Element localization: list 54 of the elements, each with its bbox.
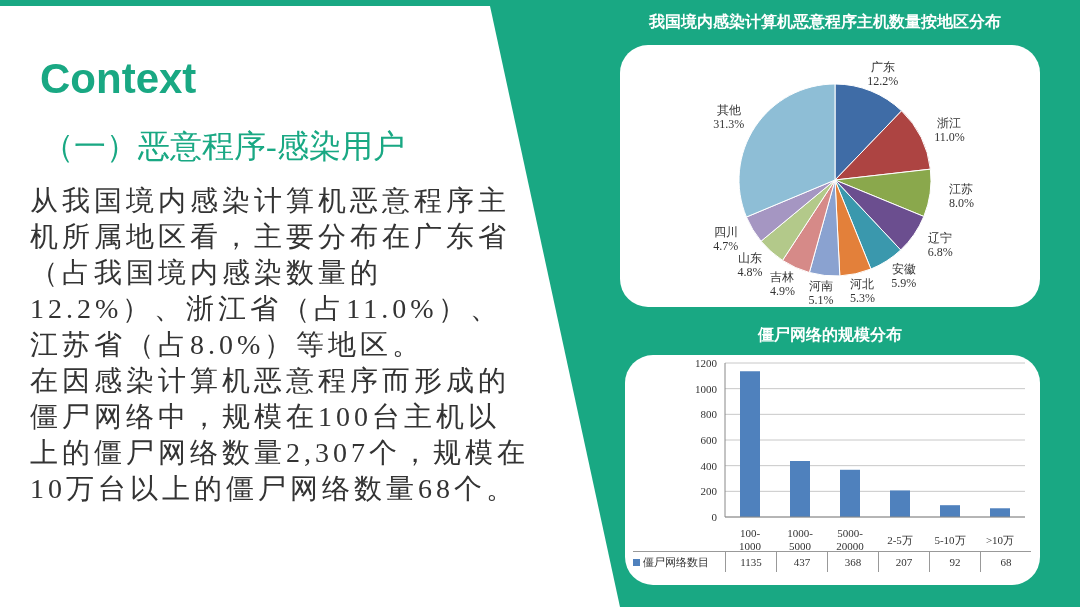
slice-label: 安徽 [891,262,916,277]
bar [940,505,960,517]
slice-label: 其他 [716,102,741,117]
chart-title: 我国境内感染计算机恶意程序主机数量按地区分布 [648,12,1002,32]
slice-label: 浙江 [937,115,962,130]
y-tick-label: 0 [711,510,718,523]
x-tick-label: >10万 [985,534,1015,546]
y-tick-label: 400 [700,459,718,472]
bar [890,490,910,517]
data-label: 11.0% [934,129,965,144]
x-tick-label: 100-1000 [739,527,762,552]
y-tick-label: 1200 [695,356,718,369]
data-label: 68 [980,551,1031,572]
y-tick-label: 200 [700,485,718,498]
x-tick-label: 5-10万 [934,534,966,546]
slice-label: 河北 [850,277,875,292]
data-label: 4.7% [713,238,739,253]
data-label: 12.2% [867,74,899,89]
text: （一）恶意程序-感染用户 [42,127,406,166]
data-label: 368 [827,551,878,572]
text: 从我国境内感染计算机恶意程序主机所属地区看，主要分布在广东省（占我国境内感染数量的12.2%）、浙江省（占11.0%）、江苏省（占8.0%）等地区。 [30,184,511,362]
data-label: 6.8% [927,244,953,259]
slice-label: 江苏 [949,181,974,196]
data-label: 8.0% [948,195,974,210]
y-tick-label: 800 [700,408,718,421]
data-label: 4.9% [769,283,795,298]
data-label: 31.3% [713,116,745,131]
text: 在因感染计算机恶意程序而形成的僵尸网络中，规模在100台主机以上的僵尸网络数量2,307个，规模在10万台以上的僵尸网络数量68个。 [30,364,530,506]
data-label: 5.9% [891,276,917,291]
y-tick-label: 600 [700,433,718,446]
slice-label: 河南 [808,279,833,294]
x-tick-label: 1000-5000 [787,527,814,552]
data-label: 92 [929,551,980,572]
data-label: 1135 [725,551,776,572]
data-label: 5.3% [849,291,875,306]
slice-label: 辽宁 [928,230,953,245]
slice-label: 吉林 [770,269,795,284]
y-tick-label: 1000 [695,382,718,395]
x-tick-label: 5000-20000 [836,527,865,552]
text: Context [40,55,198,103]
bar [840,469,860,517]
chart-title: 僵尸网络的规模分布 [756,325,903,345]
data-label: 437 [776,551,827,572]
data-label: 4.8% [737,265,763,280]
slice-label: 四川 [713,224,738,239]
data-label: 207 [878,551,929,572]
bar [790,460,810,517]
x-tick-label: 2-5万 [887,534,913,546]
bar [740,371,760,517]
bar [990,508,1010,517]
legend-label: 僵尸网络数目 [643,554,709,570]
slice-label: 山东 [737,251,762,266]
slice-label: 广东 [870,60,895,75]
data-label: 5.1% [808,293,834,308]
